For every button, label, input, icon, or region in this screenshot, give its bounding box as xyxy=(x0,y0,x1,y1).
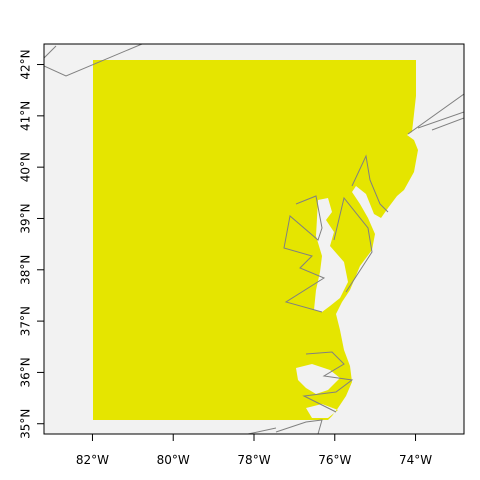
y-tick-label: 41°N xyxy=(19,101,33,131)
y-tick-label: 39°N xyxy=(19,203,33,233)
x-tick-label: 74°W xyxy=(399,453,432,467)
x-tick-label: 76°W xyxy=(318,453,351,467)
x-tick-label: 80°W xyxy=(157,453,190,467)
y-tick-label: 42°N xyxy=(19,49,33,79)
y-axis: 35°N 36°N 37°N 38°N 39°N 40°N 41°N 42°N xyxy=(19,49,45,438)
x-tick-label: 78°W xyxy=(237,453,270,467)
y-tick-label: 35°N xyxy=(19,409,33,439)
y-tick-label: 37°N xyxy=(19,306,33,336)
y-tick-label: 36°N xyxy=(19,357,33,387)
map-layers xyxy=(44,44,464,434)
x-tick-label: 82°W xyxy=(76,453,109,467)
x-axis: 82°W 80°W 78°W 76°W 74°W xyxy=(76,434,432,467)
y-tick-label: 38°N xyxy=(19,255,33,285)
y-tick-label: 40°N xyxy=(19,152,33,182)
